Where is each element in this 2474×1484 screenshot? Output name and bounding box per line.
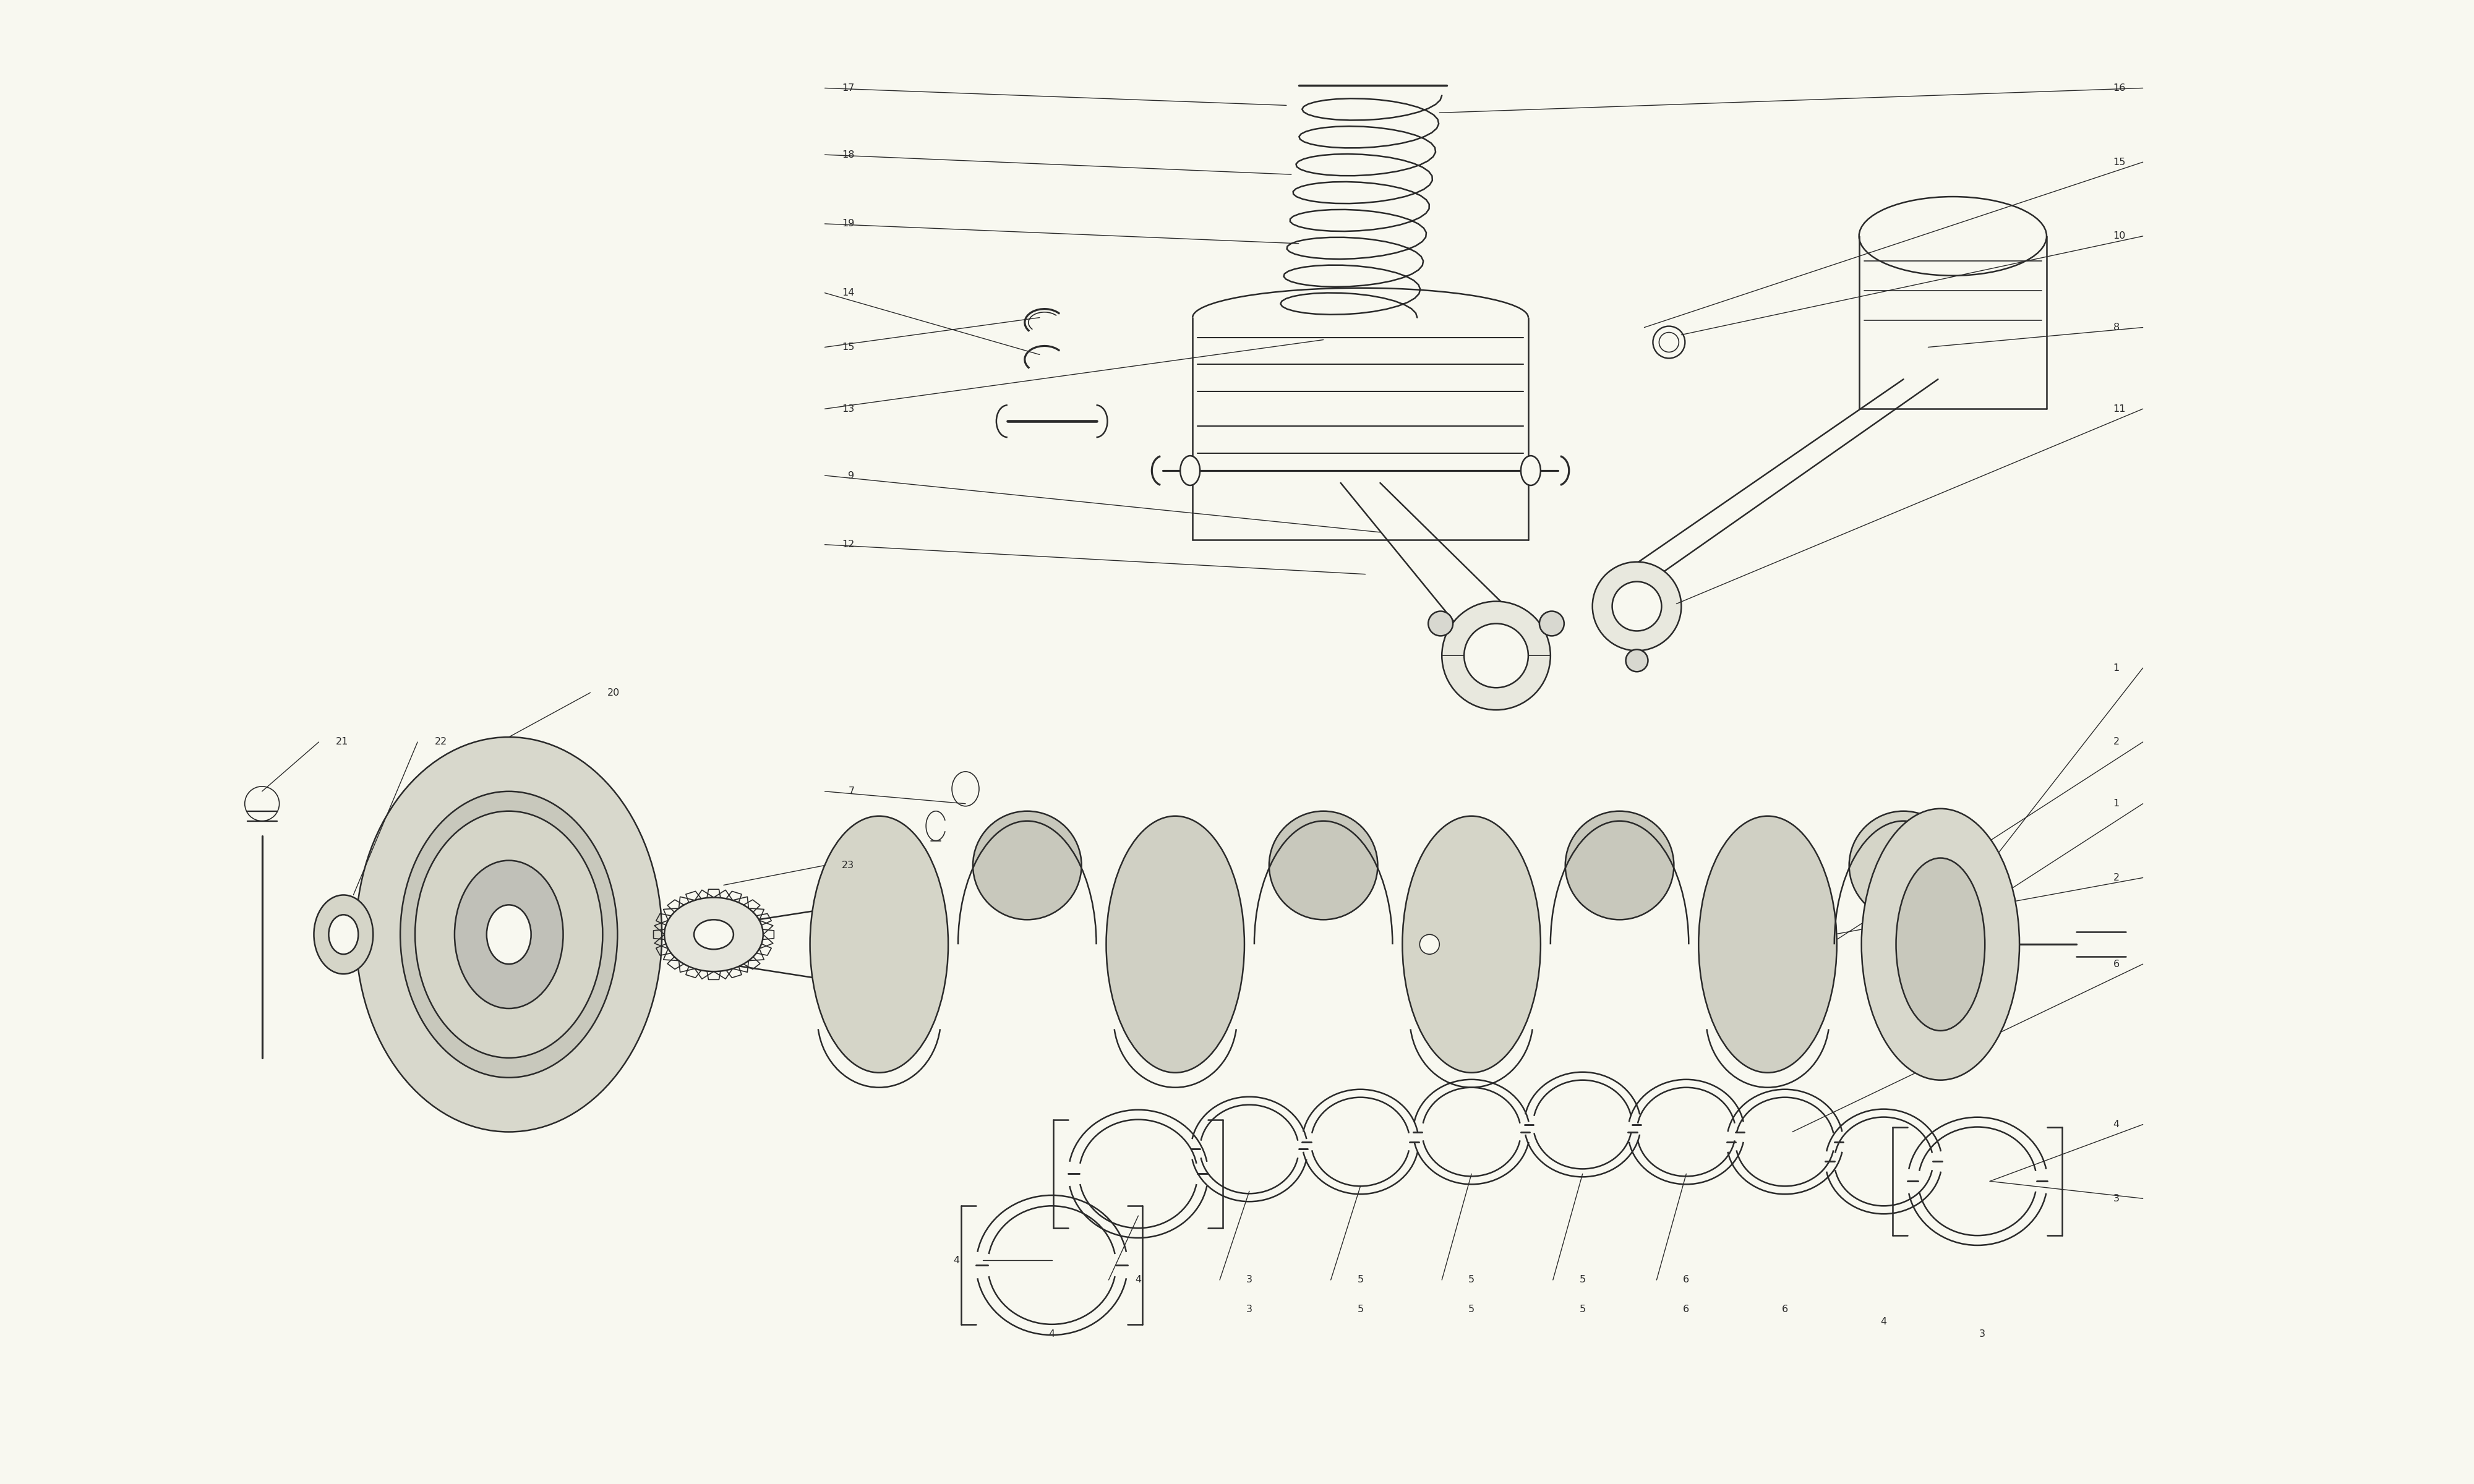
Text: 9: 9 [849,470,854,481]
Ellipse shape [1522,456,1541,485]
Text: 1: 1 [2113,663,2120,672]
Ellipse shape [314,895,374,974]
Ellipse shape [695,920,732,950]
Text: 4: 4 [1049,1330,1054,1339]
Text: 4: 4 [952,1255,960,1264]
Text: 4: 4 [1880,1318,1888,1327]
Text: 15: 15 [841,343,854,352]
Ellipse shape [1625,650,1648,672]
Text: 6: 6 [1682,1275,1690,1285]
Text: 5: 5 [1358,1304,1363,1315]
Ellipse shape [1848,812,1957,920]
Ellipse shape [1427,611,1452,635]
Text: 3: 3 [1979,1330,1987,1339]
Text: 2: 2 [2113,738,2120,746]
Text: 18: 18 [841,150,854,159]
Text: 8: 8 [2113,324,2120,332]
Ellipse shape [487,905,532,965]
Text: 6: 6 [1682,1304,1690,1315]
Text: 20: 20 [609,689,621,697]
Text: 5: 5 [1470,1304,1475,1315]
Ellipse shape [416,812,604,1058]
Ellipse shape [1269,812,1378,920]
Ellipse shape [1895,858,1984,1031]
Text: 4: 4 [2113,1120,2120,1129]
Ellipse shape [1403,816,1541,1073]
Text: 13: 13 [841,404,854,414]
Text: 19: 19 [841,220,854,229]
Ellipse shape [666,898,762,972]
Text: 1: 1 [2113,798,2120,809]
Ellipse shape [1593,562,1682,650]
Ellipse shape [1180,456,1200,485]
Ellipse shape [1465,623,1529,687]
Ellipse shape [1860,809,2019,1080]
Text: 7: 7 [849,787,854,795]
Text: 2: 2 [2113,873,2120,883]
Ellipse shape [1539,611,1564,635]
Text: 11: 11 [2113,404,2125,414]
Ellipse shape [1442,601,1551,709]
Text: 16: 16 [2113,83,2125,92]
Ellipse shape [455,861,564,1009]
Ellipse shape [1420,935,1440,954]
Text: 5: 5 [1578,1275,1586,1285]
Ellipse shape [972,812,1081,920]
Text: 17: 17 [841,83,854,92]
Text: 22: 22 [435,738,448,746]
Text: 14: 14 [841,288,854,297]
Text: 3: 3 [1247,1275,1252,1285]
Ellipse shape [356,738,663,1132]
Text: 12: 12 [841,540,854,549]
Ellipse shape [1566,812,1675,920]
Ellipse shape [809,816,948,1073]
Text: 10: 10 [2113,232,2125,240]
Text: 3: 3 [2113,1193,2120,1204]
Text: 15: 15 [2113,157,2125,166]
Text: 23: 23 [841,861,854,870]
Text: 4: 4 [1136,1275,1141,1285]
Text: 5: 5 [1358,1275,1363,1285]
Text: 21: 21 [336,738,349,746]
Text: 6: 6 [1781,1304,1789,1315]
Text: 6: 6 [2113,960,2120,969]
Ellipse shape [329,914,359,954]
Ellipse shape [1700,816,1836,1073]
Ellipse shape [1613,582,1663,631]
Text: 5: 5 [1470,1275,1475,1285]
Text: 3: 3 [1247,1304,1252,1315]
Ellipse shape [401,791,618,1077]
Ellipse shape [1106,816,1244,1073]
Text: 5: 5 [1578,1304,1586,1315]
